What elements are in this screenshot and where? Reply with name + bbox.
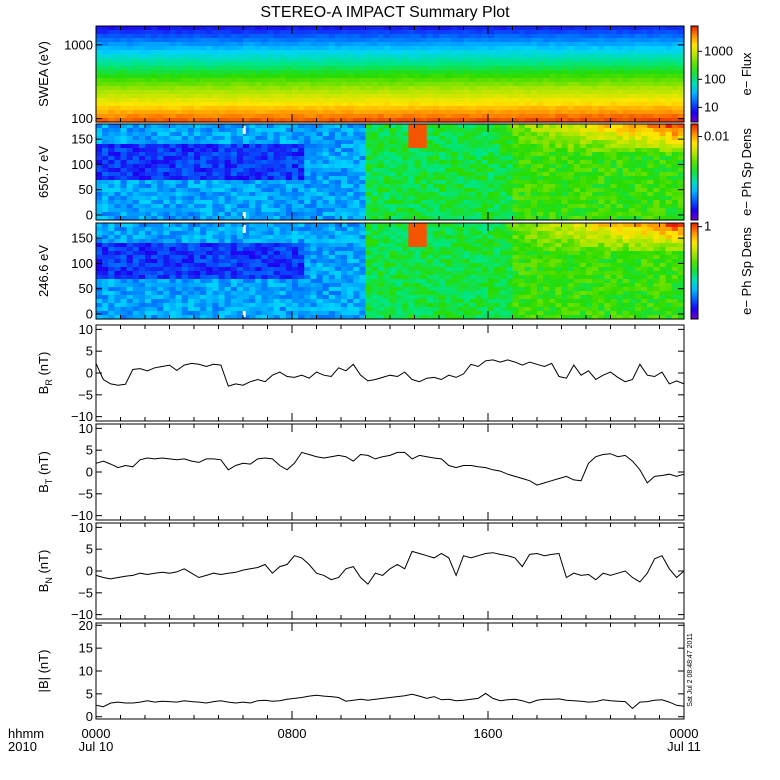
heatmap-cells: [96, 26, 685, 123]
y-tick-label: 150: [71, 132, 93, 147]
y-axis-label: |B| (nT): [36, 650, 51, 693]
y-axis-label: BR (nT): [36, 352, 54, 395]
colorbar-tick-label: 0.01: [704, 129, 729, 144]
x-tick-label: 1600: [474, 726, 503, 741]
y-tick-label: 15: [79, 641, 93, 656]
y-tick-label: 150: [71, 231, 93, 246]
bt-series-line: [95, 451, 685, 486]
panel-frame: [95, 622, 685, 720]
y-axis-label-main: B: [36, 584, 51, 593]
bt-panel: −10 −5 0 5 10 BT (nT): [36, 421, 685, 523]
panel-frame: [95, 423, 685, 521]
pad650-panel: 0.01 e− Ph Sp Dens 0 50 100 150 650.7 eV: [36, 123, 754, 222]
y-tick-label: 10: [79, 520, 93, 535]
y-tick-label: 10: [79, 421, 93, 436]
y-axis-label: 246.6 eV: [36, 245, 51, 297]
y-tick-label: −10: [71, 409, 93, 424]
y-tick-label: 0: [86, 564, 93, 579]
date-label: Jul 11: [667, 739, 701, 754]
y-axis-label: BT (nT): [36, 451, 54, 493]
bn-panel: −10 −5 0 5 10 BN (nT): [36, 520, 685, 622]
year-label: 2010: [8, 739, 37, 754]
y-tick-label: 50: [79, 281, 93, 296]
y-axis-label-unit: (nT): [36, 352, 51, 379]
y-axis-label: BN (nT): [36, 550, 54, 593]
y-axis-label-main: B: [36, 386, 51, 395]
panel-frame: [95, 522, 685, 620]
y-tick-label: 20: [79, 618, 93, 633]
colorbar-tick-label: 10: [704, 99, 718, 114]
x-tick-label: 0000: [670, 726, 699, 741]
bmag-panel: 0 5 10 15 20 |B| (nT): [36, 618, 685, 724]
y-tick-label: 50: [79, 182, 93, 197]
y-tick-label: 5: [86, 686, 93, 701]
y-tick-label: −10: [71, 607, 93, 622]
br-panel: −10 −5 0 5 10 BR (nT): [36, 322, 685, 424]
bn-series-line: [95, 550, 685, 585]
y-tick-label: 10: [79, 322, 93, 337]
swea-panel: 10 100 1000 e− Flux 100 1000 SWEA (eV): [36, 25, 754, 126]
y-axis-label-subscript: R: [44, 379, 54, 386]
y-tick-label: 5: [86, 542, 93, 557]
y-axis-label: SWEA (eV): [36, 41, 51, 107]
colorbar: [690, 25, 699, 123]
heatmap-cells: [96, 223, 685, 320]
y-axis-label: 650.7 eV: [36, 146, 51, 198]
colorbar-label: e− Ph Sp Dens: [739, 128, 754, 216]
y-tick-label: 100: [71, 256, 93, 271]
colorbar: [690, 123, 699, 221]
y-axis-label-unit: (nT): [36, 451, 51, 478]
y-tick-label: 0: [86, 306, 93, 321]
time-axis: hhmm 0000 0800 1600 0000 2010 Jul 10 Jul 11: [8, 726, 701, 754]
date-label: Jul 10: [79, 739, 114, 754]
y-tick-label: −5: [78, 585, 93, 600]
colorbar-tick-label: 1000: [704, 43, 733, 58]
y-tick-label: 0: [86, 709, 93, 724]
y-axis-label-unit: (nT): [36, 550, 51, 577]
panel-frame: [95, 324, 685, 422]
bmag-series-line: [95, 692, 685, 710]
colorbar-label: e− Flux: [739, 52, 754, 95]
y-tick-label: 10: [79, 664, 93, 679]
y-tick-label: −5: [78, 387, 93, 402]
y-tick-label: 5: [86, 443, 93, 458]
heatmap-cells: [96, 124, 685, 221]
y-tick-label: 0: [86, 366, 93, 381]
y-axis-label-main: B: [36, 484, 51, 493]
x-tick-label: 0000: [82, 726, 111, 741]
colorbar-tick-label: 100: [704, 71, 726, 86]
plot-title: STEREO-A IMPACT Summary Plot: [260, 4, 510, 21]
y-tick-label: 100: [71, 157, 93, 172]
y-axis-label-subscript: N: [44, 577, 54, 584]
x-tick-label: 0800: [278, 726, 307, 741]
y-tick-label: 0: [86, 207, 93, 222]
y-tick-label: −5: [78, 486, 93, 501]
time-format-label: hhmm: [8, 726, 44, 741]
y-tick-label: 0: [86, 465, 93, 480]
timestamp-sidebar: Sat Jul 2 08:48:47 2011: [687, 633, 694, 707]
br-series-line: [95, 359, 685, 387]
pad246-panel: 1 e− Ph Sp Dens 0 50 100 150 246.6 eV: [36, 219, 754, 322]
colorbar-label: e− Ph Sp Dens: [739, 227, 754, 315]
y-tick-label: 5: [86, 344, 93, 359]
y-tick-label: −10: [71, 508, 93, 523]
colorbar: [690, 222, 699, 320]
y-axis-label-subscript: T: [44, 478, 54, 484]
colorbar-tick-label: 1: [704, 219, 711, 234]
y-tick-label: 1000: [64, 37, 93, 52]
y-tick-label: 100: [71, 111, 93, 126]
